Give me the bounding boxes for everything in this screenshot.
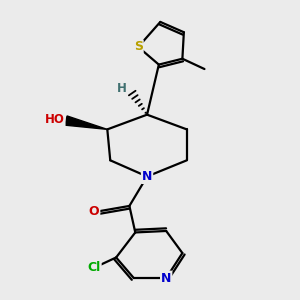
Text: S: S xyxy=(134,40,143,53)
Text: N: N xyxy=(142,170,152,183)
Text: Cl: Cl xyxy=(87,261,101,274)
Text: H: H xyxy=(117,82,126,95)
Text: O: O xyxy=(89,205,99,218)
Text: HO: HO xyxy=(45,112,64,126)
Polygon shape xyxy=(65,116,107,129)
Text: N: N xyxy=(161,272,171,285)
